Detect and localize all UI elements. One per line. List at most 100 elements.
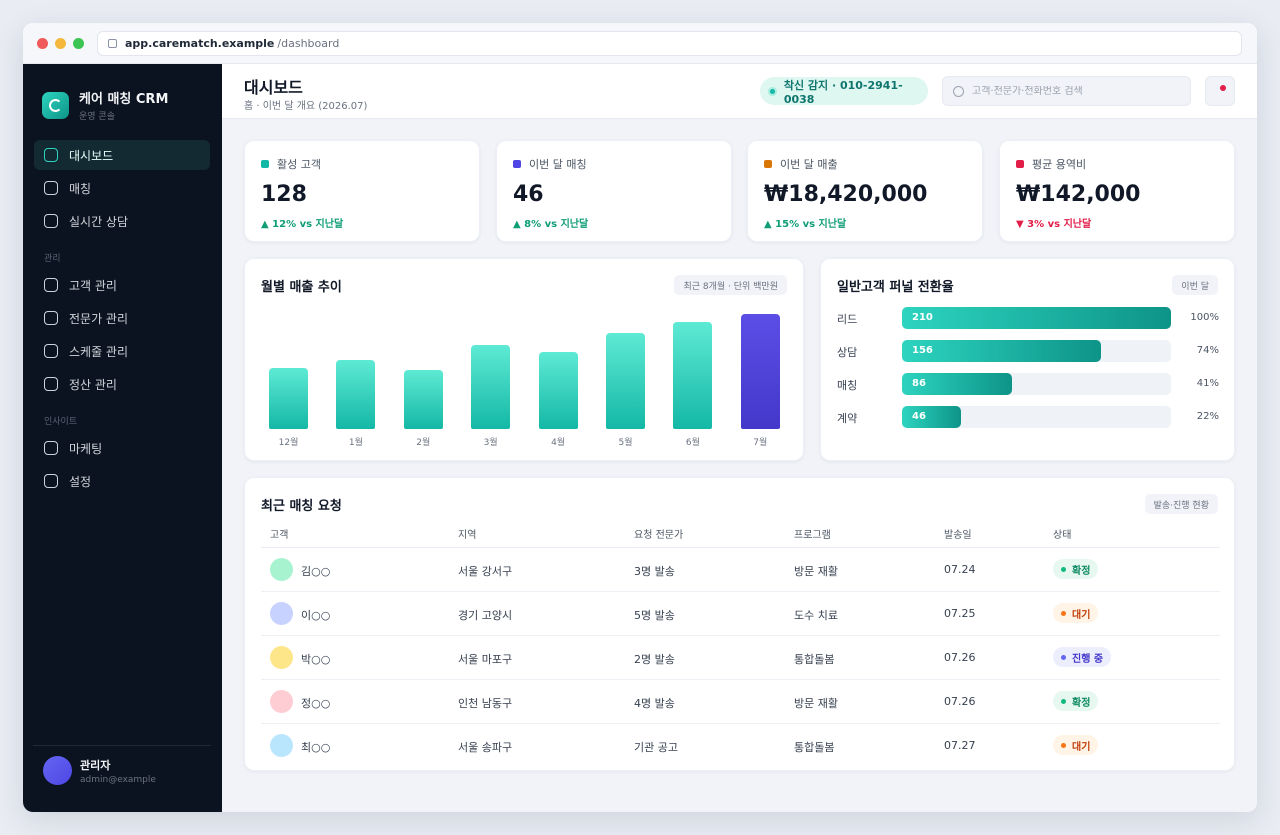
kpi-delta: ▼ 3% vs 지난달 [1016,219,1092,230]
table-row[interactable]: 최○○ 서울 송파구 기관 공고 통합돌봄 07.27 대기 [261,724,1220,768]
cell-experts: 기관 공고 [634,741,678,754]
bar-6[interactable] [606,333,645,429]
funnel-stage-4[interactable]: 계약 46 22% [837,406,1219,428]
cell-program: 방문 재활 [794,697,838,710]
funnel-count: 156 [912,345,933,356]
kpi-card-active-customers[interactable]: 활성 고객 128 ▲ 12% vs 지난달 [244,140,480,242]
funnel-count: 86 [912,378,926,389]
search-box[interactable] [942,76,1191,106]
funnel-stage-1[interactable]: 리드 210 100% [837,307,1219,329]
column-header-status[interactable]: 상태 [1053,530,1072,541]
url-host: app.carematch.example [125,37,275,50]
sidebar-item-label: 스케줄 관리 [69,344,129,359]
breadcrumb: 홈 · 이번 달 개요 (2026.07) [244,101,368,112]
kpi-label: 이번 달 매출 [780,158,838,171]
funnel-track: 46 [902,406,1171,428]
table-status-chip[interactable]: 발송·진행 현황 [1144,494,1218,514]
kpi-card-monthly-matches[interactable]: 이번 달 매칭 46 ▲ 8% vs 지난달 [496,140,732,242]
user-profile[interactable]: 관리자 admin@example [33,745,211,785]
chat-icon [44,214,58,228]
column-header-region[interactable]: 지역 [458,530,477,541]
column-header-date[interactable]: 발송일 [944,530,972,541]
avatar [270,558,293,581]
cell-experts: 5명 발송 [634,609,675,622]
funnel-stage-label: 상담 [837,346,858,359]
funnel-stage-label: 계약 [837,412,858,425]
table-row[interactable]: 이○○ 경기 고양시 5명 발송 도수 치료 07.25 대기 [261,592,1220,636]
kpi-value: 128 [261,182,307,207]
bar-5[interactable] [538,352,578,429]
kpi-label-row: 이번 달 매칭 [513,156,587,172]
bar-7[interactable] [673,322,713,429]
search-input[interactable] [972,85,1172,97]
customer-name: 최○○ [301,741,331,754]
sidebar-item-dashboard[interactable]: 대시보드 [34,140,210,170]
sidebar-item-live-consult[interactable]: 실시간 상담 [34,206,210,236]
close-window-button[interactable] [37,38,48,49]
cell-region: 서울 마포구 [458,653,513,666]
incoming-call-badge[interactable]: 착신 감지 · 010-2941-0038 [760,77,928,106]
table-row[interactable]: 박○○ 서울 마포구 2명 발송 통합돌봄 07.26 진행 중 [261,636,1220,680]
sidebar-item-label: 전문가 관리 [69,311,129,326]
sidebar-item-settlement[interactable]: 정산 관리 [34,369,210,399]
kpi-delta: ▲ 15% vs 지난달 [764,219,847,230]
sidebar-item-schedule[interactable]: 스케줄 관리 [34,336,210,366]
maximize-window-button[interactable] [73,38,84,49]
dashboard-icon [44,148,58,162]
funnel-period-chip[interactable]: 이번 달 [1172,275,1218,295]
sidebar-section-manage: 관리 [44,254,61,264]
kpi-label: 활성 고객 [277,158,321,171]
search-icon [953,85,964,97]
page-icon [108,39,117,48]
funnel-fill-bar: 156 [902,340,1102,362]
avatar [270,646,293,669]
address-bar[interactable]: app.carematch.example /dashboard [97,31,1242,56]
kpi-card-average-fee[interactable]: 평균 용역비 ₩142,000 ▼ 3% vs 지난달 [999,140,1235,242]
sidebar-item-label: 매칭 [69,181,92,196]
sidebar-item-matching[interactable]: 매칭 [34,173,210,203]
sidebar-item-settings[interactable]: 설정 [34,466,210,496]
funnel-stage-3[interactable]: 매칭 86 41% [837,373,1219,395]
customer-name: 정○○ [301,697,331,710]
minimize-window-button[interactable] [55,38,66,49]
table-row[interactable]: 김○○ 서울 강서구 3명 발송 방문 재활 07.24 확정 [261,548,1220,592]
chart-title: 월별 매출 추이 [261,280,342,295]
sidebar: 케어 매칭 CRM 운영 콘솔 대시보드 매칭 실시간 상담 관리 고객 관리 … [23,64,222,812]
bar-1[interactable] [269,368,308,429]
cell-date: 07.25 [944,607,976,620]
kpi-label: 이번 달 매칭 [529,158,587,171]
sidebar-item-marketing[interactable]: 마케팅 [34,433,210,463]
table-row[interactable]: 정○○ 인천 남동구 4명 발송 방문 재활 07.26 확정 [261,680,1220,724]
funnel-track: 210 [902,307,1171,329]
sidebar-item-experts[interactable]: 전문가 관리 [34,303,210,333]
bar-2[interactable] [336,360,376,429]
column-header-customer[interactable]: 고객 [270,530,289,541]
funnel-percent: 74% [1196,345,1219,356]
brand[interactable]: 케어 매칭 CRM 운영 콘솔 [42,88,168,122]
funnel-percent: 22% [1196,411,1219,422]
notification-button[interactable] [1205,76,1235,106]
kpi-card-monthly-revenue[interactable]: 이번 달 매출 ₩18,420,000 ▲ 15% vs 지난달 [747,140,983,242]
funnel-fill-bar: 86 [902,373,1013,395]
funnel-card: 일반고객 퍼널 전환율 이번 달 리드 210 100% 상담 156 74% 매칭 86 41… [820,258,1235,461]
bar-8[interactable] [740,314,780,429]
column-header-program[interactable]: 프로그램 [794,530,831,541]
column-header-experts[interactable]: 요청 전문가 [634,530,684,541]
sidebar-item-customers[interactable]: 고객 관리 [34,270,210,300]
experts-icon [44,311,58,325]
customer-name: 박○○ [301,653,331,666]
sidebar-item-label: 정산 관리 [69,377,117,392]
table-header-divider [261,547,1220,548]
funnel-fill-bar: 210 [902,307,1171,329]
sidebar-item-label: 대시보드 [69,148,114,163]
chart-range-chip[interactable]: 최근 8개월 · 단위 백만원 [674,275,787,295]
cell-region: 서울 송파구 [458,741,513,754]
bar-3[interactable] [403,370,443,429]
x-tick-label: 6월 [685,438,700,448]
browser-window: app.carematch.example /dashboard 케어 매칭 C… [23,23,1257,812]
funnel-stage-2[interactable]: 상담 156 74% [837,340,1219,362]
recent-requests-card: 최근 매칭 요청 발송·진행 현황 고객 지역 요청 전문가 프로그램 발송일 … [244,477,1235,771]
cell-region: 경기 고양시 [458,609,513,622]
funnel-percent: 41% [1196,378,1219,389]
bar-4[interactable] [471,345,511,429]
